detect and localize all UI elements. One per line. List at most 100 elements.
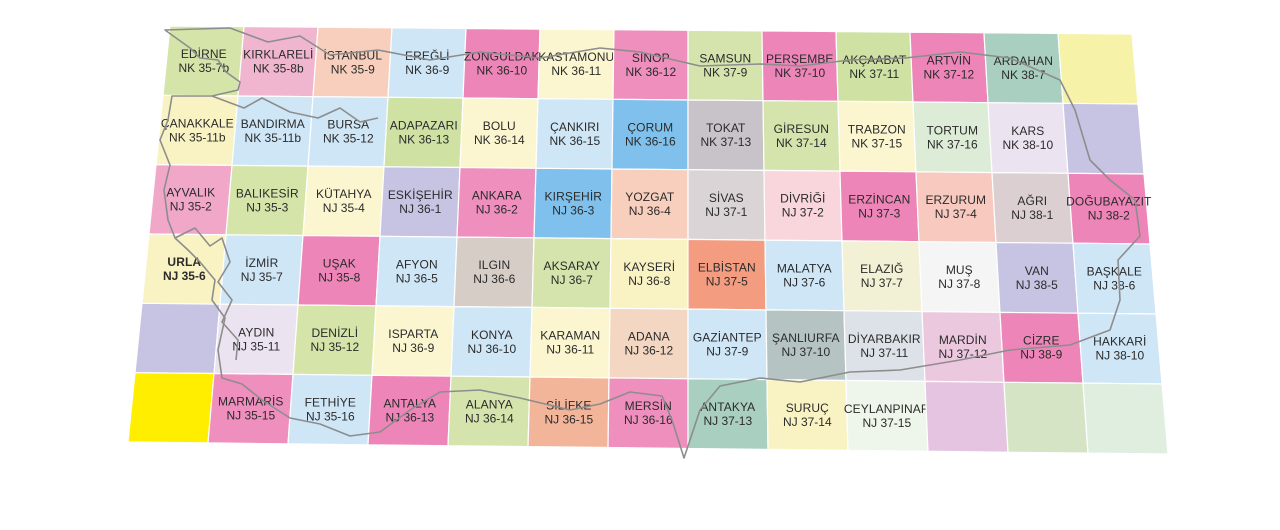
sheet-code-label: NJ 38-6 [1093,279,1135,293]
sheet-code-label: NJ 37-2 [782,206,824,220]
sheet-code-label: NJ 35-8 [318,271,360,285]
sheet-code-label: NK 35-8b [253,62,304,76]
sheet-code-label: NK 37-13 [700,135,751,149]
sheet-name-label: ARDAHAN [994,54,1053,68]
turkey-outline [159,27,1141,459]
sheet-code-label: NJ 37-14 [783,415,832,429]
sheet-cell-blank-5-12 [1082,382,1169,455]
sheet-code-label: NK 35-11b [245,131,302,145]
sheet-code-label: NK 36-10 [476,64,527,78]
sheet-name-label: KÜTAHYA [316,187,372,201]
sheet-code-label: NJ 35-4 [323,201,365,215]
sheet-name-label: GAZİANTEP [693,330,762,344]
sheet-name-label: BURSA [327,118,369,132]
sheet-code-label: NK 36-12 [625,65,676,79]
sheet-name-label: SAMSUN [699,52,751,66]
sheet-code-label: NJ 35-6 [163,269,206,283]
sheet-code-label: NJ 36-16 [624,413,673,427]
sheet-name-label: ERZURUM [925,193,986,207]
sheet-code-label: NK 37-12 [923,67,974,81]
sheet-code-label: NJ 37-5 [706,275,748,289]
sheet-name-label: ANKARA [472,189,522,203]
sheet-code-label: NJ 35-12 [310,340,359,354]
sheet-name-label: MERSİN [625,399,672,413]
aegean-coast-detail [174,227,239,361]
sheet-name-label: İZMİR [245,256,278,270]
sheet-code-label: NK 36-13 [398,132,449,146]
sheet-code-label: NJ 36-10 [467,342,516,356]
sheet-name-label: BAŞKALE [1087,265,1142,279]
sheet-code-label: NK 35-12 [323,132,374,146]
sheet-code-label: NJ 37-15 [862,416,911,430]
sheet-cell-blank-5-11 [1003,381,1089,454]
sheet-code-label: NJ 38-10 [1095,349,1144,363]
sheet-code-label: NJ 36-13 [385,411,434,425]
sheet-name-label: GİRESUN [774,122,829,136]
sheet-code-label: NJ 36-11 [546,343,594,357]
sheet-name-label: MUŞ [946,263,973,277]
sheet-code-label: NK 37-11 [849,67,899,81]
sheet-name-label: ÇANKIRI [550,120,599,134]
sheet-name-label: DENİZLİ [311,326,358,340]
sheet-code-label: NK 36-14 [474,133,525,147]
sheet-name-label: AKSARAY [544,259,601,273]
sheet-code-label: NK 38-10 [1002,138,1053,152]
sheet-code-label: NJ 35-16 [306,410,355,424]
sheet-code-label: NJ 35-2 [170,200,212,214]
sheet-name-label: ESKİŞEHİR [388,188,453,202]
sheet-name-label: DİYARBAKIR [848,332,921,346]
sheet-name-label: KARS [1011,124,1044,138]
sheet-code-label: NK 35-7b [178,61,229,75]
sheet-name-label: KAYSERİ [623,260,675,274]
sheet-name-label: ŞANLIURFA [772,331,840,345]
sheet-name-label: TRABZON [848,123,906,137]
sheet-name-label: TOKAT [706,121,746,135]
sheet-code-label: NJ 35-3 [246,200,288,214]
sheet-code-label: NJ 35-11 [232,339,280,353]
sheet-code-label: NJ 37-11 [860,346,908,360]
sheet-name-label: MALATYA [777,261,832,275]
sheet-name-label: SİNOP [632,51,670,65]
sheet-name-label: EREĞLİ [405,48,450,63]
sheet-name-label: AĞRI [1017,193,1047,208]
sheet-name-label: KONYA [471,328,513,342]
sheet-code-label: NJ 36-14 [465,411,514,425]
sheet-code-label: NJ 36-7 [551,273,593,287]
sheet-code-label: NJ 37-1 [705,205,747,219]
sheet-name-label: MARMARİS [218,395,283,409]
marmara-coast [211,95,379,123]
sheet-name-label: ZONGULDAK [464,50,540,64]
sheet-name-label: YOZGAT [625,190,675,204]
sheet-cell-blank-5-0 [127,372,215,444]
sheet-cell-blank-1-12 [1062,102,1145,175]
sheet-code-label: NJ 37-3 [858,206,900,220]
sheet-name-label: ARTVİN [927,53,971,67]
sheet-name-label: AFYON [396,257,438,271]
sheet-code-label: NK 37-9 [703,66,747,80]
sheet-code-label: NK 35-11b [169,130,226,144]
sheet-code-label: NJ 35-15 [226,409,275,423]
sheet-name-label: ELAZIĞ [860,261,903,276]
sheet-name-label: ISPARTA [388,327,438,341]
sheet-name-label: DİVRİĞİ [780,191,825,206]
sheet-name-label: ILGIN [478,258,510,272]
sheet-name-label: VAN [1025,264,1049,278]
sheet-name-label: AYDIN [238,325,274,339]
sheet-name-label: UŞAK [323,257,356,271]
sheet-name-label: ÇORUM [627,121,673,135]
country-border [159,27,1141,459]
sheet-code-label: NJ 36-12 [624,344,673,358]
sheet-cell-blank-4-0 [134,302,221,375]
sheet-code-label: NJ 36-1 [399,202,441,216]
sheet-name-label: AYVALIK [166,186,215,200]
sheet-code-label: NK 36-9 [405,63,449,77]
sheet-name-label: BALIKESİR [236,186,299,200]
sheet-code-label: NK 38-7 [1001,68,1045,82]
sheet-code-label: NJ 36-3 [552,203,594,217]
sheet-name-label: ADAPAZARI [390,118,458,132]
sheet-code-label: NJ 38-1 [1011,208,1053,222]
sheet-cell-blank-0-12 [1057,32,1139,105]
